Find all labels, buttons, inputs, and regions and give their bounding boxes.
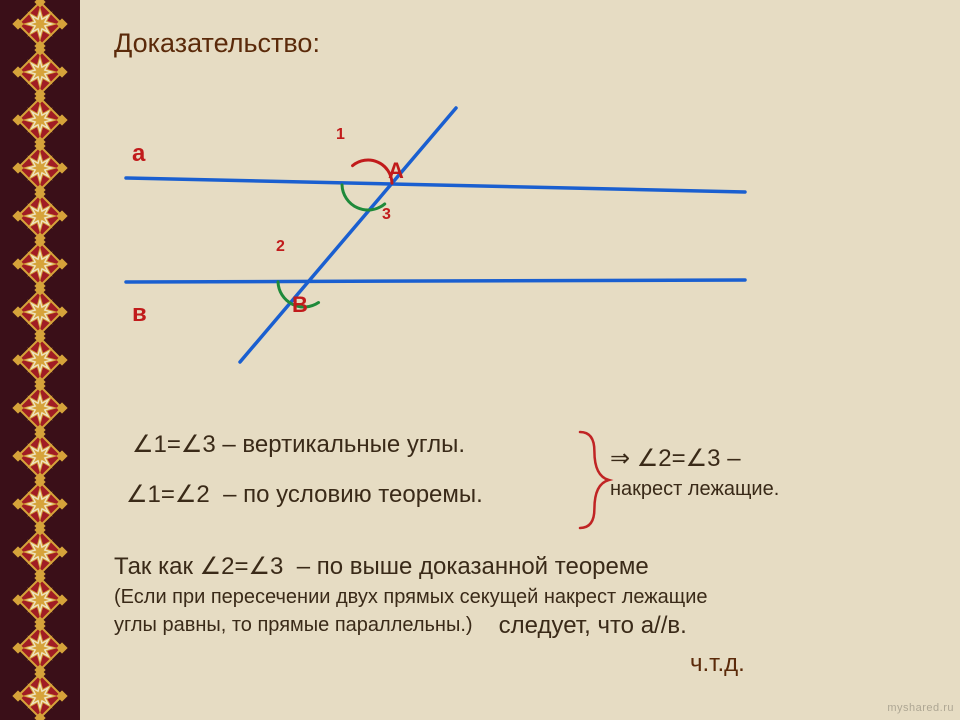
decorative-border [0, 0, 80, 720]
watermark: myshared.ru [887, 702, 954, 714]
conclusion-line-3b: следует, что а//в. [492, 612, 687, 640]
conclusion-line-3a: углы равны, то прямые параллельны.) [114, 614, 473, 637]
angle-3-label: 3 [382, 206, 391, 224]
angle-2-label: 2 [276, 238, 285, 256]
title: Доказательство: [114, 28, 320, 59]
point-A-label: А [388, 158, 404, 184]
conclusion-line-2: (Если при пересечении двух прямых секуще… [114, 586, 708, 609]
proof-line-1: ∠1=∠3 – вертикальные углы. [132, 430, 465, 459]
qed: ч.т.д. [690, 650, 745, 678]
implies-sub: накрест лежащие. [610, 478, 779, 501]
line-a-label: а [132, 140, 145, 168]
line-b-label: в [132, 300, 147, 328]
slide-content: Доказательство: а в 1 3 2 А В ∠1=∠3 – ве… [80, 0, 960, 720]
proof-line-2: ∠1=∠2 – по условию теоремы. [126, 480, 483, 509]
angle-1-label: 1 [336, 126, 345, 144]
border-svg [0, 0, 80, 720]
implies-line: ⇒ ∠2=∠3 – [610, 444, 741, 473]
point-B-label: В [292, 292, 308, 318]
conclusion-line-1: Так как ∠2=∠3 – по выше доказанной теоре… [114, 552, 649, 581]
